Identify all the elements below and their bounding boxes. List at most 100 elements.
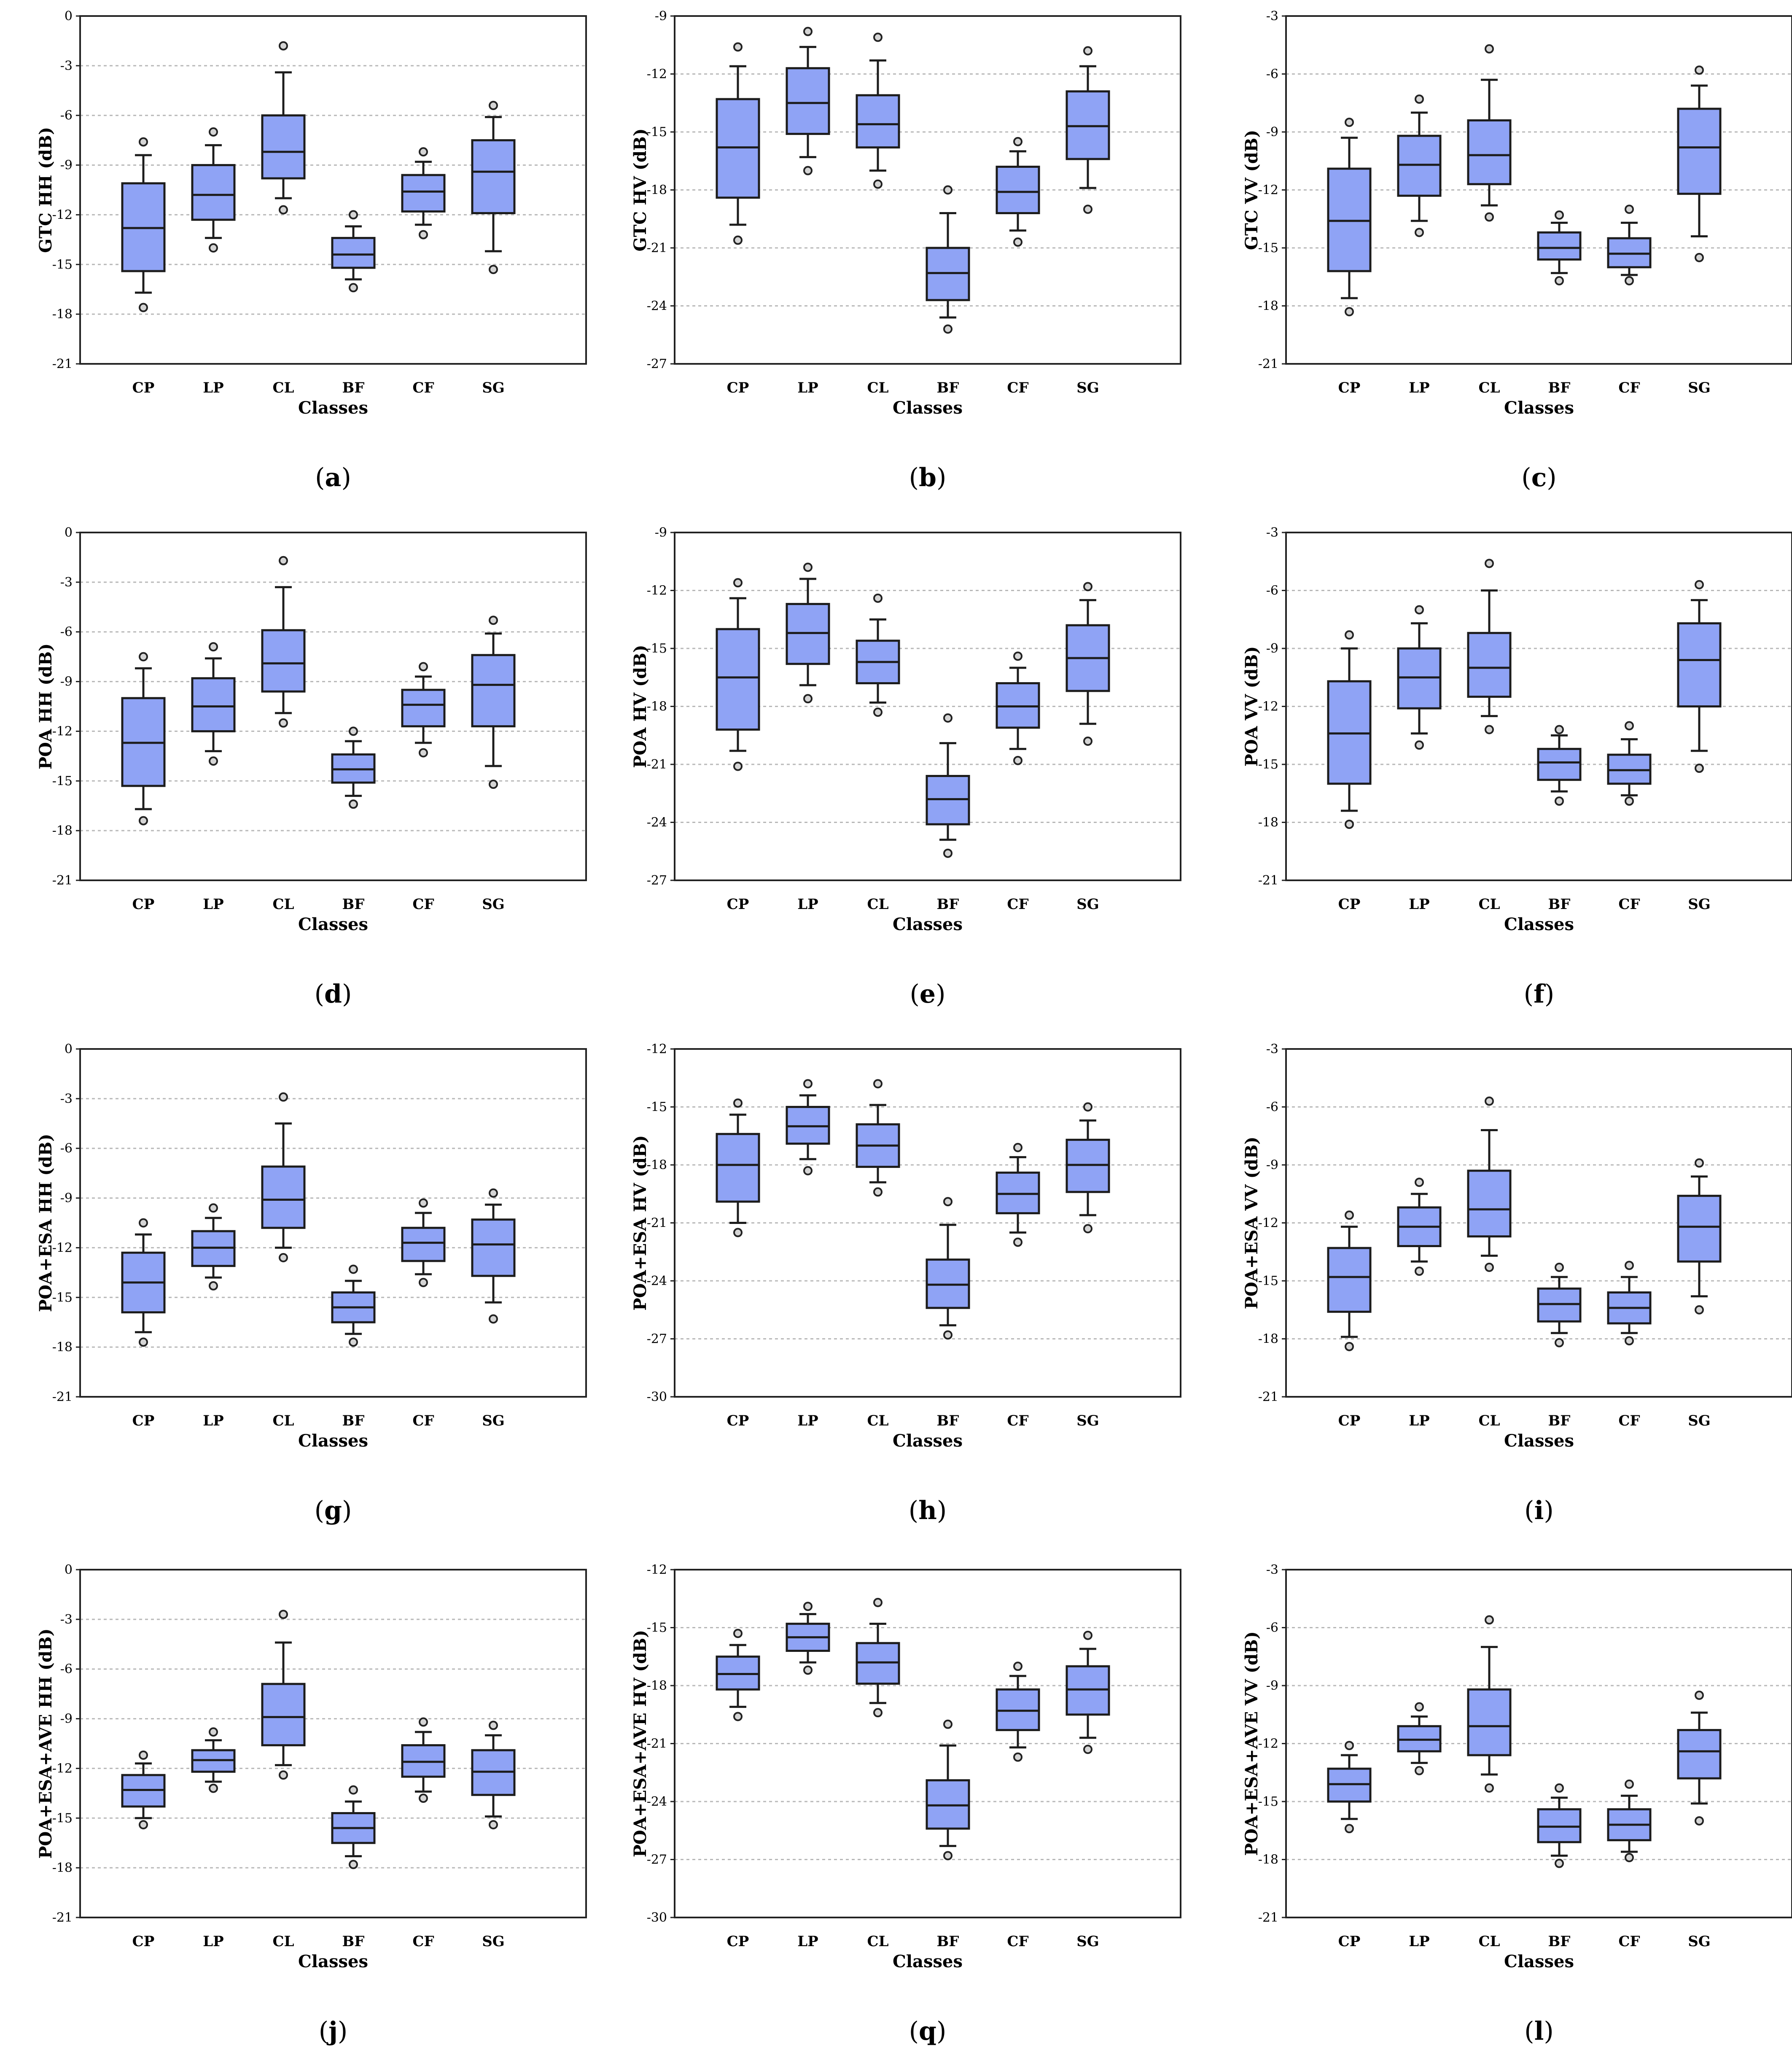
y-tick-label: 0 (65, 1562, 73, 1577)
panel-label: (b) (909, 463, 947, 492)
outlier-point (1625, 1336, 1634, 1346)
category-label: CF (1618, 1412, 1640, 1429)
y-tick-label: -27 (647, 873, 667, 888)
outlier-point (209, 756, 218, 766)
category-label: SG (482, 1412, 505, 1429)
y-tick-label: 0 (65, 525, 73, 540)
category-label: SG (482, 379, 505, 396)
outlier-point (139, 1337, 148, 1347)
y-axis-title: POA+ESA HH (dB) (36, 1134, 56, 1312)
category-label: LP (1409, 896, 1429, 913)
iqr-box (261, 114, 306, 180)
y-tick-label: -15 (52, 257, 73, 272)
y-tick-label: -15 (1258, 757, 1278, 772)
box-cp (716, 1629, 760, 1721)
outlier-point (873, 593, 883, 603)
outlier-point (279, 1253, 288, 1262)
iqr-box (1467, 632, 1512, 698)
category-label: LP (203, 896, 223, 913)
category-label: CP (1338, 896, 1361, 913)
outlier-point (1555, 1783, 1564, 1793)
outlier-point (209, 1203, 218, 1213)
outlier-point (349, 1785, 358, 1795)
outlier-point (733, 1712, 743, 1721)
category-label: CF (412, 379, 434, 396)
outlier-point (1345, 1824, 1354, 1834)
iqr-box (261, 1683, 306, 1746)
category-label: SG (1076, 1412, 1099, 1429)
y-tick-label: -3 (60, 1092, 73, 1106)
iqr-box (856, 94, 900, 149)
category-label: CF (412, 896, 434, 913)
outlier-point (419, 662, 428, 672)
panel-label: (e) (909, 979, 945, 1009)
plot-frame (1285, 15, 1792, 365)
y-tick-label: -12 (647, 584, 667, 598)
panel-label: (d) (315, 979, 352, 1009)
y-tick-label: -18 (52, 1340, 73, 1355)
y-tick-label: -18 (1258, 815, 1278, 830)
y-tick-label: -15 (1258, 1274, 1278, 1288)
y-tick-label: -9 (60, 1712, 73, 1726)
outlier-point (1625, 796, 1634, 806)
iqr-box (996, 166, 1040, 214)
outlier-point (1013, 1237, 1022, 1247)
box-cf (1607, 721, 1652, 806)
outlier-point (1485, 1615, 1494, 1625)
outlier-point (1695, 580, 1704, 589)
y-tick-label: -6 (60, 1141, 73, 1156)
y-tick-label: -27 (647, 1332, 667, 1347)
outlier-point (1415, 1267, 1424, 1276)
y-tick-label: -21 (52, 873, 73, 888)
chart-panel-b: -9 -12 -15 -18 -21 -24 -27 CP LP CL BF CF SG Classes G… (624, 8, 1214, 514)
y-tick-label: -6 (1266, 584, 1278, 598)
y-tick-label: -18 (52, 307, 73, 322)
panel-label: (h) (909, 1496, 947, 1525)
outlier-point (419, 1198, 428, 1208)
y-tick-label: -12 (52, 207, 73, 222)
x-axis-title: Classes (1504, 398, 1574, 418)
outlier-point (1013, 651, 1022, 661)
plot-frame (79, 1048, 587, 1398)
iqr-box (261, 629, 306, 693)
outlier-point (1083, 1224, 1092, 1234)
chart-svg-l: -3 -6 -9 -12 -15 -18 -21 CP LP CL BF CF SG Classes POA… (1242, 1562, 1792, 2046)
outlier-point (139, 652, 148, 662)
box-cp (121, 652, 166, 826)
box-lp (786, 562, 830, 704)
y-tick-label: -12 (1258, 1737, 1278, 1751)
y-tick-label: -3 (1266, 1042, 1278, 1057)
box-cf (401, 662, 446, 758)
outlier-point (279, 1610, 288, 1619)
category-label: SG (482, 1933, 505, 1950)
category-label: BF (342, 379, 365, 396)
y-tick-label: -9 (655, 9, 667, 24)
category-label: CL (867, 379, 889, 396)
box-cl (856, 1079, 900, 1197)
category-label: CL (867, 1933, 889, 1950)
chart-svg-e: -9 -12 -15 -18 -21 -24 -27 CP LP CL BF CF SG Classes P… (630, 525, 1181, 1009)
box-bf (331, 1264, 376, 1347)
box-cp (121, 1751, 166, 1829)
category-label: CL (1479, 1933, 1500, 1950)
iqr-box (1537, 748, 1582, 781)
outlier-point (1555, 210, 1564, 220)
box-lp (191, 127, 236, 253)
y-tick-label: -9 (1266, 1158, 1278, 1172)
outlier-point (1485, 1783, 1494, 1793)
box-bf (1537, 1262, 1582, 1347)
category-label: LP (797, 1412, 818, 1429)
iqr-box (1467, 1688, 1512, 1756)
y-tick-label: -12 (1258, 699, 1278, 714)
box-bf (926, 713, 970, 858)
plot-frame (79, 532, 587, 881)
outlier-point (943, 324, 953, 334)
outlier-point (1013, 756, 1022, 765)
y-tick-label: -12 (52, 724, 73, 739)
outlier-point (489, 265, 498, 274)
category-label: CP (727, 1933, 749, 1950)
category-label: SG (482, 896, 505, 913)
box-bf (1537, 210, 1582, 285)
x-axis-title: Classes (298, 1431, 368, 1451)
y-tick-label: -9 (60, 158, 73, 173)
